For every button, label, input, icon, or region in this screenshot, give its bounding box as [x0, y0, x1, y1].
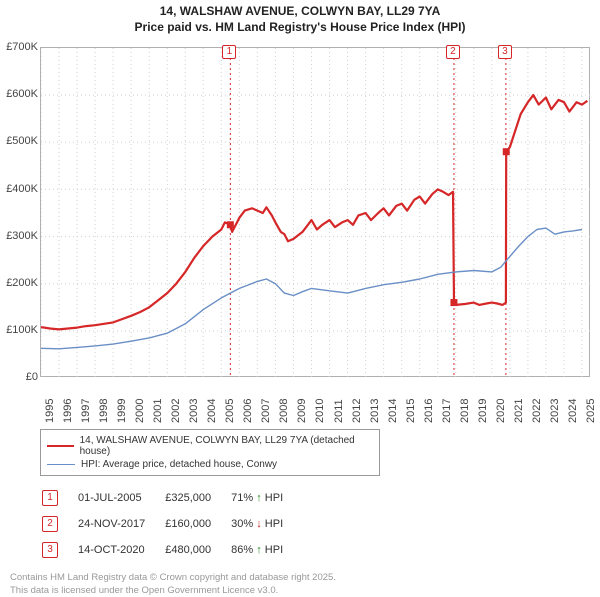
- event-pct: 71% ↑ HPI: [231, 486, 301, 510]
- x-tick-label: 2011: [333, 383, 345, 423]
- footer-line-1: Contains HM Land Registry data © Crown c…: [10, 572, 590, 584]
- x-tick-label: 2014: [387, 383, 399, 423]
- x-tick-label: 2018: [459, 383, 471, 423]
- x-tick-label: 2015: [405, 383, 417, 423]
- event-num-box: 1: [42, 490, 58, 506]
- legend-row-1: 14, WALSHAW AVENUE, COLWYN BAY, LL29 7YA…: [47, 434, 373, 458]
- x-tick-label: 2023: [549, 383, 561, 423]
- x-tick-label: 2006: [242, 383, 254, 423]
- legend-swatch-1: [47, 445, 74, 447]
- x-tick-label: 2000: [134, 383, 146, 423]
- x-tick-label: 2025: [585, 383, 597, 423]
- y-axis: £0 £100K £200K £300K £400K £500K £600K £700K: [0, 37, 40, 427]
- x-tick-label: 2009: [296, 383, 308, 423]
- x-tick-label: 2005: [224, 383, 236, 423]
- x-tick-label: 2001: [152, 383, 164, 423]
- x-tick-label: 2019: [477, 383, 489, 423]
- event-marker-box: 2: [446, 45, 460, 59]
- legend-row-2: HPI: Average price, detached house, Conw…: [47, 458, 373, 471]
- plot-area: [40, 47, 590, 377]
- x-tick-label: 2003: [188, 383, 200, 423]
- x-tick-label: 2016: [423, 383, 435, 423]
- x-tick-label: 2004: [206, 383, 218, 423]
- x-tick-label: 1999: [116, 383, 128, 423]
- x-tick-label: 2007: [260, 383, 272, 423]
- y-tick-label: £200K: [6, 277, 38, 289]
- event-price: £160,000: [165, 512, 229, 536]
- direction-arrow-icon: ↓: [256, 518, 262, 530]
- x-tick-label: 2024: [567, 383, 579, 423]
- x-tick-label: 2021: [513, 383, 525, 423]
- series-property: [41, 95, 587, 329]
- event-price: £325,000: [165, 486, 229, 510]
- y-tick-label: £500K: [6, 135, 38, 147]
- x-tick-label: 2012: [351, 383, 363, 423]
- chart-container: 14, WALSHAW AVENUE, COLWYN BAY, LL29 7YA…: [0, 0, 600, 590]
- event-row: 2 24-NOV-2017£160,00030% ↓ HPI: [42, 512, 301, 536]
- legend-label-2: HPI: Average price, detached house, Conw…: [81, 459, 277, 470]
- title-line-2: Price paid vs. HM Land Registry's House …: [0, 20, 600, 36]
- event-marker-box: 1: [222, 45, 236, 59]
- legend-label-1: 14, WALSHAW AVENUE, COLWYN BAY, LL29 7YA…: [80, 435, 373, 457]
- legend: 14, WALSHAW AVENUE, COLWYN BAY, LL29 7YA…: [40, 429, 380, 476]
- title-block: 14, WALSHAW AVENUE, COLWYN BAY, LL29 7YA…: [0, 0, 600, 37]
- event-date: 24-NOV-2017: [78, 512, 163, 536]
- y-tick-label: £0: [26, 371, 38, 383]
- x-axis: 1995 1996 1997 1998 1999 2000 2001 2002 2003 2004…: [40, 379, 590, 429]
- legend-swatch-2: [47, 464, 75, 465]
- x-tick-label: 2017: [441, 383, 453, 423]
- event-pct: 86% ↑ HPI: [231, 538, 301, 562]
- x-tick-label: 1995: [44, 383, 56, 423]
- event-point: [227, 222, 233, 228]
- event-price: £480,000: [165, 538, 229, 562]
- y-tick-label: £600K: [6, 88, 38, 100]
- event-num-box: 3: [42, 542, 58, 558]
- event-row: 3 14-OCT-2020£480,00086% ↑ HPI: [42, 538, 301, 562]
- y-tick-label: £300K: [6, 230, 38, 242]
- chart-area: £0 £100K £200K £300K £400K £500K £600K £700K 1 2…: [0, 37, 600, 427]
- x-tick-label: 2022: [531, 383, 543, 423]
- x-tick-label: 2002: [170, 383, 182, 423]
- y-tick-label: £400K: [6, 183, 38, 195]
- x-tick-label: 2010: [314, 383, 326, 423]
- title-line-1: 14, WALSHAW AVENUE, COLWYN BAY, LL29 7YA: [0, 4, 600, 20]
- event-row: 1 01-JUL-2005£325,00071% ↑ HPI: [42, 486, 301, 510]
- events-table: 1 01-JUL-2005£325,00071% ↑ HPI 2 24-NOV-201…: [40, 484, 303, 564]
- event-num-box: 2: [42, 516, 58, 532]
- event-marker-box: 3: [498, 45, 512, 59]
- x-tick-label: 1997: [80, 383, 92, 423]
- x-tick-label: 2013: [369, 383, 381, 423]
- event-date: 01-JUL-2005: [78, 486, 163, 510]
- plot-svg: [41, 48, 591, 378]
- event-point: [503, 149, 509, 155]
- event-pct: 30% ↓ HPI: [231, 512, 301, 536]
- x-tick-label: 2020: [495, 383, 507, 423]
- y-tick-label: £100K: [6, 324, 38, 336]
- direction-arrow-icon: ↑: [256, 544, 262, 556]
- footer-line-2: This data is licensed under the Open Gov…: [10, 585, 590, 597]
- x-tick-label: 2008: [278, 383, 290, 423]
- x-tick-label: 1998: [98, 383, 110, 423]
- x-tick-label: 1996: [62, 383, 74, 423]
- event-date: 14-OCT-2020: [78, 538, 163, 562]
- direction-arrow-icon: ↑: [256, 492, 262, 504]
- y-tick-label: £700K: [6, 41, 38, 53]
- footer: Contains HM Land Registry data © Crown c…: [10, 572, 590, 597]
- series-hpi: [41, 228, 582, 349]
- event-point: [451, 300, 457, 306]
